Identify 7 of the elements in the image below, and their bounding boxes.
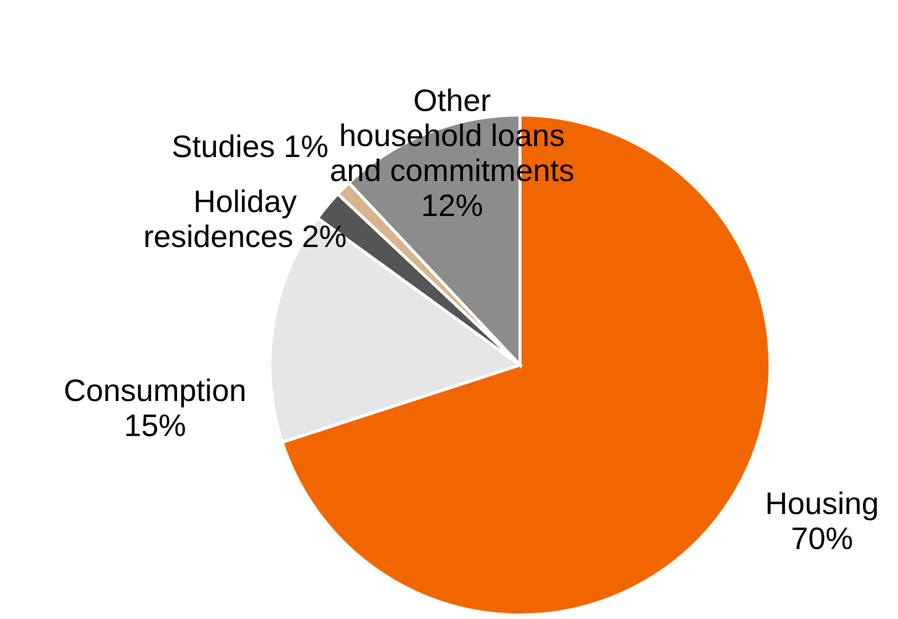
slice-label: Housing [765,486,879,521]
slice-label: Consumption [64,373,246,408]
data-label: 15% [124,408,186,443]
slice-label: Holiday residences 2% [143,184,347,254]
data-label: 70% [790,521,854,556]
data-label: 12% [420,188,484,223]
slice-label: Studies 1% [172,129,328,164]
